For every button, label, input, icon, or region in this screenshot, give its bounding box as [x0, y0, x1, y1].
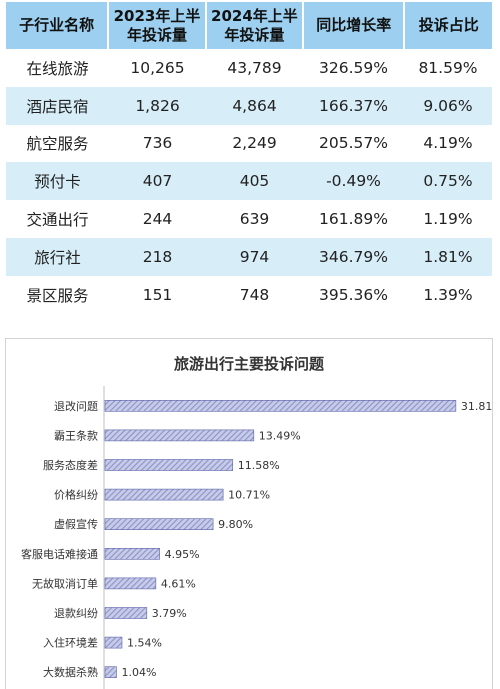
cell-share: 1.39% — [423, 285, 473, 304]
cell-share: 4.19% — [423, 134, 473, 153]
cell-2024: 748 — [239, 285, 270, 304]
bar — [104, 399, 457, 412]
cell-share: 1.19% — [423, 210, 473, 229]
table-row: 景区服务 151 748 395.36% 1.39% — [6, 276, 492, 314]
bar — [104, 518, 214, 530]
header-text: 投诉占比 — [418, 16, 479, 34]
cell-share: 1.81% — [423, 247, 473, 266]
category-label: 客服电话难接通 — [21, 547, 98, 561]
cell-share: 81.59% — [418, 58, 478, 77]
cell-2023: 244 — [142, 210, 173, 229]
value-label: 9.80% — [218, 518, 253, 531]
value-label: 11.58% — [238, 459, 280, 472]
cell-subindustry: 酒店民宿 — [26, 97, 89, 116]
header-text: 2023年上半 年投诉量 — [114, 7, 201, 45]
cell-2024: 2,249 — [232, 134, 277, 153]
bar — [104, 636, 123, 649]
chart-panel: 旅游出行主要投诉问题 退改问题 31.81% 霸王条款 13.49% 服务态度差 11.5… — [5, 338, 493, 689]
bar — [104, 577, 157, 590]
cell-subindustry: 预付卡 — [34, 173, 81, 192]
cell-2023: 10,265 — [130, 58, 185, 77]
cell-2023: 407 — [142, 172, 173, 191]
cell-2024: 4,864 — [232, 96, 277, 115]
header-text: 同比增长率 — [316, 16, 392, 34]
bar — [104, 666, 117, 679]
category-label: 服务态度差 — [43, 458, 98, 472]
cell-growth: 161.89% — [319, 210, 388, 229]
category-label: 价格纠纷 — [54, 488, 98, 502]
cell-subindustry: 航空服务 — [26, 135, 89, 154]
bar — [104, 607, 148, 619]
header-text: 2024年上半 年投诉量 — [211, 7, 298, 45]
table-row: 航空服务 736 2,249 205.57% 4.19% — [6, 125, 492, 163]
value-label: 13.49% — [259, 429, 301, 442]
bar — [104, 429, 255, 442]
table-row: 在线旅游 10,265 43,789 326.59% 81.59% — [6, 49, 492, 87]
value-label: 4.95% — [165, 548, 200, 561]
header-cell-2023: 2023年上半 年投诉量 — [109, 2, 207, 49]
value-label: 1.04% — [121, 666, 156, 679]
cell-growth: 395.36% — [319, 285, 388, 304]
table-row: 交通出行 244 639 161.89% 1.19% — [6, 200, 492, 238]
header-line-1: 2023年上半 — [113, 6, 201, 25]
cell-2023: 218 — [142, 247, 173, 266]
cell-2023: 1,826 — [135, 96, 180, 115]
cell-share: 0.75% — [423, 172, 473, 191]
header-cell-growth: 同比增长率 — [304, 2, 406, 49]
cell-2024: 639 — [239, 210, 270, 229]
table-header: 子行业名称 2023年上半 年投诉量 2024年上半 年投诉量 同比增长率 投诉… — [6, 2, 492, 49]
category-label: 退改问题 — [54, 399, 98, 413]
cell-growth: 166.37% — [319, 96, 388, 115]
cell-2024: 405 — [239, 172, 270, 191]
cell-subindustry: 旅行社 — [34, 248, 81, 267]
category-label: 退款纠纷 — [54, 606, 98, 620]
header-line-1: 2024年上半 — [211, 6, 298, 25]
header-cell-share: 投诉占比 — [405, 2, 492, 49]
value-label: 1.54% — [127, 637, 162, 650]
header-line-2: 年投诉量 — [126, 25, 187, 44]
complaint-table: 子行业名称 2023年上半 年投诉量 2024年上半 年投诉量 同比增长率 投诉… — [6, 2, 492, 314]
bar-chart: 退改问题 31.81% 霸王条款 13.49% 服务态度差 11.58% 价格纠纷 10.71… — [21, 386, 492, 689]
bar — [104, 488, 224, 501]
bar — [104, 459, 234, 471]
cell-2023: 151 — [142, 285, 173, 304]
chart-title: 旅游出行主要投诉问题 — [173, 355, 324, 373]
cell-2024: 974 — [239, 247, 270, 266]
value-label: 4.61% — [161, 577, 196, 590]
header-cell-subindustry: 子行业名称 — [6, 2, 110, 49]
category-label: 入住环境差 — [43, 636, 98, 650]
cell-subindustry: 交通出行 — [26, 211, 89, 230]
header-line-2: 年投诉量 — [224, 25, 285, 44]
bar — [104, 548, 160, 560]
header-cell-2024: 2024年上半 年投诉量 — [207, 2, 305, 49]
cell-subindustry: 在线旅游 — [26, 59, 89, 78]
table-row: 酒店民宿 1,826 4,864 166.37% 9.06% — [6, 86, 492, 125]
cell-growth: 205.57% — [319, 134, 388, 153]
table-row: 旅行社 218 974 346.79% 1.81% — [6, 237, 492, 276]
table-row: 预付卡 407 405 -0.49% 0.75% — [6, 162, 492, 201]
cell-growth: -0.49% — [326, 172, 381, 191]
value-label: 10.71% — [228, 489, 270, 502]
category-label: 大数据杀熟 — [43, 665, 98, 679]
category-label: 无故取消订单 — [32, 576, 98, 590]
cell-2023: 736 — [142, 134, 173, 153]
category-label: 虚假宣传 — [54, 517, 98, 531]
cell-growth: 326.59% — [319, 58, 388, 77]
cell-share: 9.06% — [423, 96, 473, 115]
value-label: 3.79% — [152, 607, 187, 620]
cell-2024: 43,789 — [227, 58, 282, 77]
header-text: 子行业名称 — [19, 16, 95, 34]
cell-subindustry: 景区服务 — [26, 286, 89, 305]
category-label: 霸王条款 — [54, 428, 98, 442]
value-label: 31.81% — [461, 400, 492, 413]
cell-growth: 346.79% — [319, 247, 388, 266]
table-body: 在线旅游 10,265 43,789 326.59% 81.59% 酒店民宿 1,826 4,… — [6, 49, 492, 314]
